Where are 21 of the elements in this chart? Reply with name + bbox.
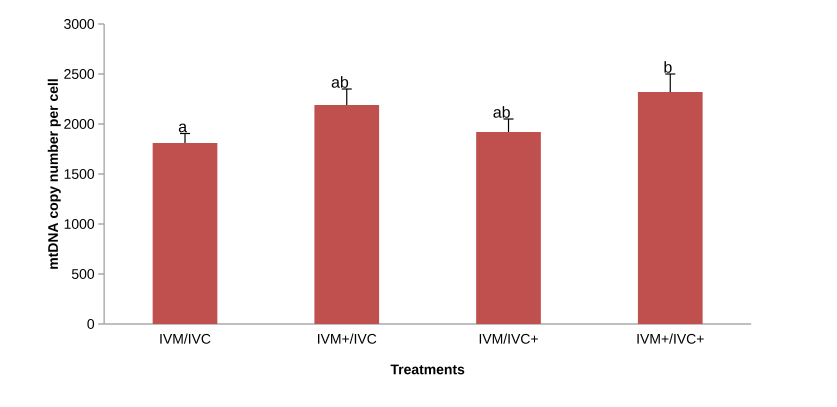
y-tick-label: 0 bbox=[87, 319, 94, 329]
bar bbox=[152, 143, 218, 324]
y-tick-label: 1500 bbox=[64, 169, 94, 179]
y-axis-title: mtDNA copy number per cell bbox=[48, 79, 61, 269]
y-tick-label: 500 bbox=[72, 269, 94, 279]
x-tick-label: IVM/IVC+ bbox=[480, 334, 538, 344]
x-tick-label: IVM+/IVC+ bbox=[637, 334, 704, 344]
annotation: b bbox=[664, 61, 672, 73]
y-tick-label: 2500 bbox=[64, 69, 94, 79]
bar bbox=[476, 132, 541, 324]
x-tick-label: IVM/IVC bbox=[160, 334, 210, 344]
x-axis-title: Treatments bbox=[390, 364, 464, 374]
y-tick-label: 2000 bbox=[64, 119, 94, 129]
annotation: a bbox=[178, 124, 188, 132]
annotation: ab bbox=[493, 106, 510, 118]
bar bbox=[314, 105, 380, 324]
y-tick-label: 3000 bbox=[64, 19, 94, 29]
bar bbox=[638, 92, 703, 324]
y-tick-label: 1000 bbox=[64, 219, 94, 229]
x-tick-label: IVM+/IVC bbox=[318, 334, 376, 344]
annotation: ab bbox=[332, 76, 348, 88]
